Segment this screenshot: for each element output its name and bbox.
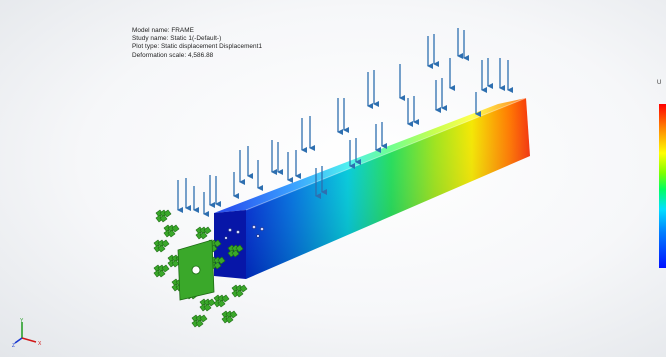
triad-y-label: Y (20, 318, 24, 324)
deformed-beam[interactable] (214, 97, 530, 279)
fixed-geometry-icon (235, 244, 244, 253)
bolt-holes (224, 225, 264, 240)
triad-z-label: Z (12, 343, 15, 348)
fixed-geometry-icon (161, 264, 170, 273)
fixed-geometry-icon (225, 315, 234, 324)
fixed-geometry-icon (217, 256, 226, 265)
fixed-geometry-icon (199, 314, 208, 323)
fixed-geometry-icon (213, 261, 222, 270)
fixed-geometry-icon (163, 209, 172, 218)
fixed-geometry-icon (231, 249, 240, 258)
study-name-text: Study name: Static 1(-Default-) (132, 35, 222, 43)
fixed-geometry-icon (199, 231, 208, 240)
fixed-geometry-icon (203, 226, 212, 235)
coordinate-triad-icon: Y X Z (12, 318, 42, 348)
triad-x-label: X (38, 341, 42, 347)
base-plate (177, 239, 215, 301)
plot-type-text: Plot type: Static displacement Displacem… (132, 43, 263, 51)
fixed-geometry-icon (217, 299, 226, 308)
fixed-geometry-icon (229, 310, 238, 319)
fixed-geometry-icon (171, 224, 180, 233)
fixed-geometry-icon (159, 214, 168, 223)
beam-side-shade (246, 98, 530, 279)
fixed-geometry-icon (221, 294, 230, 303)
fixed-geometry-icon (213, 239, 222, 248)
fixed-geometry-icon (157, 269, 166, 278)
legend-color-bar (659, 104, 666, 268)
fixed-geometry-icon (157, 244, 166, 253)
study-info-block: Model name: FRAME Study name: Static 1(-… (132, 27, 262, 60)
legend-title: U (657, 80, 662, 86)
fixed-geometry-icon (239, 284, 248, 293)
fixed-geometry-icon (203, 303, 212, 312)
load-arrows[interactable] (177, 28, 513, 217)
fixed-geometry-icon (161, 239, 170, 248)
model-name-text: Model name: FRAME (132, 27, 194, 34)
result-legend: U (657, 80, 666, 270)
fixed-geometry-icon (167, 229, 176, 238)
beam-top-face (214, 98, 526, 213)
fixed-geometry-icon (235, 289, 244, 298)
fixed-geometry-icon (195, 319, 204, 328)
deformation-scale-text: Deformation scale: 4,586.88 (132, 51, 214, 59)
